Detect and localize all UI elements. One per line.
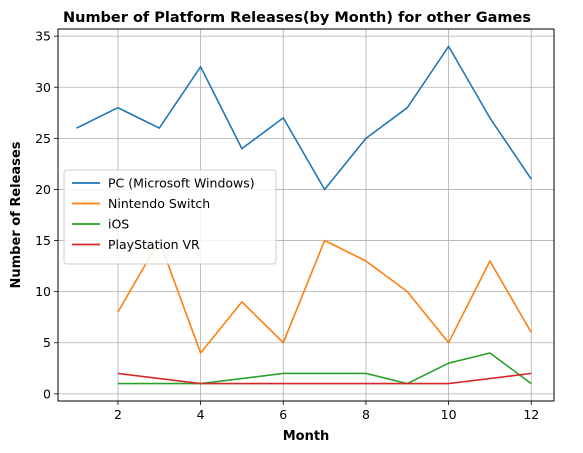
y-axis-title: Number of Releases	[9, 141, 24, 288]
x-tick-label: 4	[197, 407, 205, 422]
x-axis-title: Month	[283, 429, 330, 444]
series-line-pc-microsoft-windows	[76, 45, 532, 191]
series-line-playstation-vr	[117, 372, 532, 385]
plot-area-frame	[57, 28, 555, 402]
legend-label: PC (Microsoft Windows)	[108, 176, 255, 191]
legend: PC (Microsoft Windows) Nintendo Switch iOS…	[63, 169, 277, 265]
y-tick-label: 25	[35, 131, 51, 146]
y-tick-label: 30	[35, 80, 51, 95]
y-tick-label: 10	[35, 284, 51, 299]
y-tick-label: 20	[35, 182, 51, 197]
series-line-ios	[117, 352, 532, 385]
y-tick-label: 0	[43, 386, 51, 401]
series-line-nintendo-switch	[117, 239, 532, 354]
legend-box	[63, 169, 277, 265]
legend-label: Nintendo Switch	[108, 196, 210, 211]
x-tick-label: 8	[362, 407, 370, 422]
y-tick-label: 15	[35, 233, 51, 248]
axis-ticks: 2 4 6 8 10 12 0 5 10 15 20 25 30 35	[35, 29, 539, 422]
series-lines	[76, 45, 532, 385]
legend-label: iOS	[108, 217, 129, 232]
legend-label: PlayStation VR	[108, 237, 200, 252]
y-tick-label: 5	[43, 335, 51, 350]
x-tick-label: 6	[279, 407, 287, 422]
x-tick-label: 2	[114, 407, 122, 422]
x-tick-label: 10	[441, 407, 457, 422]
x-tick-label: 12	[523, 407, 539, 422]
chart-title: Number of Platform Releases(by Month) fo…	[63, 10, 531, 26]
y-tick-label: 35	[35, 29, 51, 44]
